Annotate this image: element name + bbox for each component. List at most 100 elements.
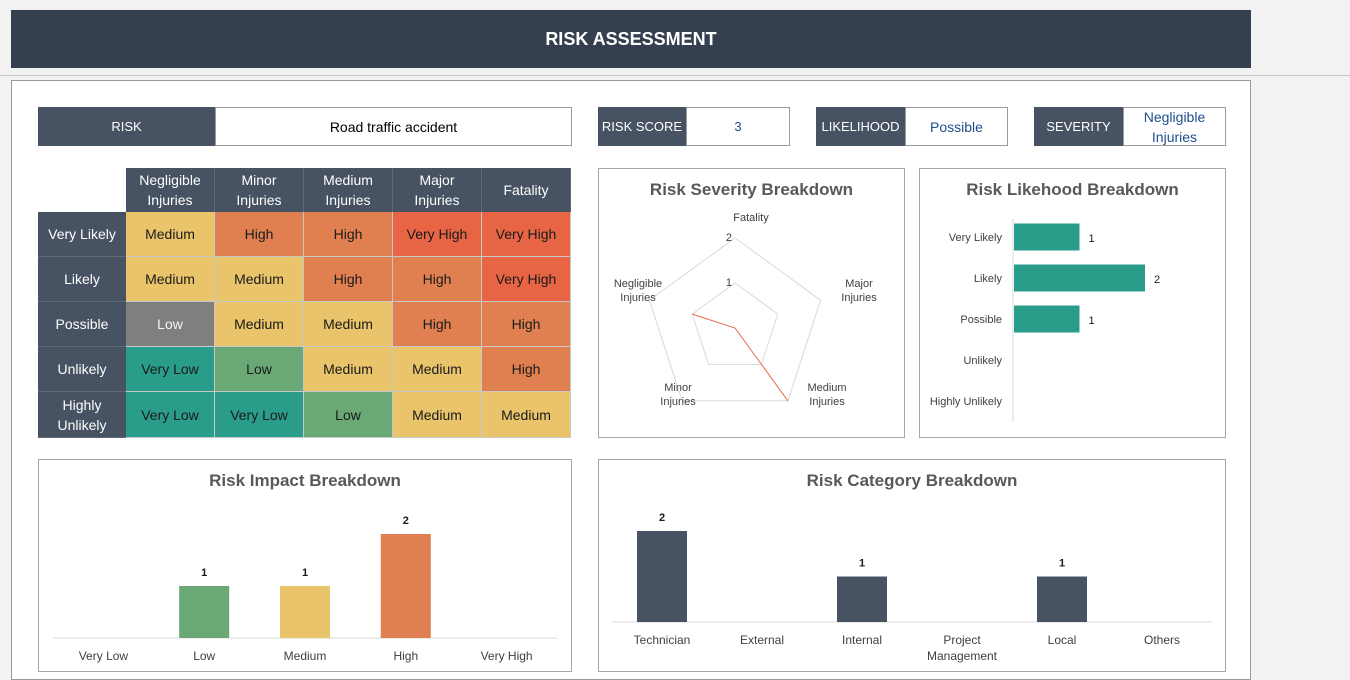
impact-bar-category-label: Very High <box>481 649 533 663</box>
risk-score-label: RISK SCORE <box>598 107 686 146</box>
matrix-cell: Medium <box>304 347 393 392</box>
category-bar-category-label: Management <box>927 649 998 663</box>
category-bar-category-label: Internal <box>842 633 882 647</box>
matrix-cell: Low <box>126 302 215 347</box>
matrix-cell: Medium <box>126 212 215 257</box>
severity-chart-title: Risk Severity Breakdown <box>649 180 854 199</box>
matrix-cell: Very Low <box>126 347 215 392</box>
matrix-row-header-highly-unlikely: Highly Unlikely <box>38 392 126 438</box>
risk-score-label-text: RISK SCORE <box>601 119 683 134</box>
category-bar-data-label: 1 <box>1059 558 1065 570</box>
matrix-cell: Low <box>304 392 393 438</box>
impact-chart-title: Risk Impact Breakdown <box>209 471 401 490</box>
matrix-cell-label: High <box>333 271 363 287</box>
radar-axis-label: Fatality <box>733 212 769 224</box>
category-bar <box>637 531 687 622</box>
matrix-cell: High <box>393 257 482 302</box>
severity-chart-panel: Risk Severity Breakdown 2 1 Fatality Major I… <box>598 168 905 438</box>
impact-bar <box>179 586 230 638</box>
likelihood-category-label: Highly Unlikely <box>930 396 1003 408</box>
matrix-cell-label: Low <box>246 361 272 377</box>
risk-matrix: Negligible Injuries Minor Injuries Medium Inj… <box>38 168 572 438</box>
matrix-col-header-label-line2: Injuries <box>414 192 460 208</box>
likelihood-category-label: Unlikely <box>963 355 1002 367</box>
risk-label: RISK <box>38 107 215 146</box>
risk-score-value-text: 3 <box>734 118 742 134</box>
category-bar <box>1037 576 1087 622</box>
matrix-cell: Very Low <box>215 392 304 438</box>
matrix-col-header-minor: Minor Injuries <box>215 168 304 212</box>
matrix-cell: Low <box>215 347 304 392</box>
likelihood-data-label: 1 <box>1089 315 1095 327</box>
matrix-row-header-very-likely: Very Likely <box>38 212 126 257</box>
likelihood-category-label: Likely <box>974 273 1003 285</box>
likelihood-label-text: LIKELIHOOD <box>821 119 900 134</box>
likelihood-chart-panel: Risk Likehood Breakdown Very Likely 1 Like… <box>919 168 1226 438</box>
severity-value-line2: Injuries <box>1151 128 1198 145</box>
matrix-cell-label: High <box>422 316 452 332</box>
matrix-cell-label: Low <box>157 316 183 332</box>
likelihood-bar <box>1014 264 1145 292</box>
likelihood-data-label: 2 <box>1154 274 1160 286</box>
matrix-col-header-label-line2: Injuries <box>147 192 193 208</box>
likelihood-chart-title: Risk Likehood Breakdown <box>966 180 1179 199</box>
matrix-cell-label: High <box>333 226 363 242</box>
impact-bar-data-label: 2 <box>403 515 409 527</box>
radar-grid-ring <box>648 237 822 402</box>
radar-axis-label: Minor <box>664 382 692 394</box>
radar-grid-ring <box>691 282 779 365</box>
matrix-cell-label: Medium <box>412 406 462 423</box>
matrix-cell-label: High <box>511 361 541 377</box>
matrix-col-header-label: Major <box>419 172 455 188</box>
risk-score-value: 3 <box>686 107 790 146</box>
matrix-row-header-label: Unlikely <box>57 361 107 377</box>
risk-value-field[interactable]: Road traffic accident <box>215 107 572 146</box>
severity-label-text: SEVERITY <box>1046 119 1111 134</box>
page-title: RISK ASSESSMENT <box>545 28 717 49</box>
likelihood-category-label: Very Likely <box>949 232 1003 244</box>
matrix-cell: Very High <box>393 212 482 257</box>
impact-bar-category-label: Medium <box>284 649 327 663</box>
matrix-cell: High <box>393 302 482 347</box>
risk-value-text: Road traffic accident <box>329 118 458 135</box>
severity-label: SEVERITY <box>1034 107 1123 146</box>
matrix-cell-label: Medium <box>323 361 373 377</box>
category-chart-title: Risk Category Breakdown <box>806 471 1018 490</box>
matrix-cell-label: High <box>511 316 541 332</box>
impact-chart-panel: Risk Impact Breakdown Very Low 1 Low 1 Mediu… <box>38 459 572 672</box>
matrix-cell-label: Medium <box>145 226 195 242</box>
matrix-row-header-label: Likely <box>64 271 100 287</box>
severity-value: Negligible Injuries <box>1123 107 1226 146</box>
matrix-cell-label: Medium <box>145 271 195 287</box>
matrix-col-header-label: Negligible <box>139 172 201 188</box>
matrix-col-header-major: Major Injuries <box>393 168 482 212</box>
category-bar-category-label: Local <box>1048 633 1077 647</box>
matrix-cell-label: Very Low <box>141 406 199 423</box>
radar-axis-label: Medium <box>807 382 846 394</box>
page-title-bar: RISK ASSESSMENT <box>11 10 1251 68</box>
matrix-col-header-label: Minor <box>241 172 277 188</box>
matrix-col-header-label-line2: Injuries <box>325 192 371 208</box>
matrix-cell: Medium <box>215 302 304 347</box>
risk-label-text: RISK <box>111 119 142 134</box>
matrix-cell: High <box>482 347 571 392</box>
impact-bar <box>280 586 330 638</box>
matrix-row-header-unlikely: Unlikely <box>38 347 126 392</box>
likelihood-bar <box>1014 223 1080 251</box>
matrix-cell-label: Medium <box>234 316 284 332</box>
matrix-cell: High <box>304 257 393 302</box>
matrix-cell: Medium <box>215 257 304 302</box>
matrix-cell-label: Low <box>335 406 361 423</box>
likelihood-value: Possible <box>905 107 1008 146</box>
category-bar-category-label: Technician <box>634 633 691 647</box>
impact-bar <box>380 534 431 638</box>
matrix-cell-label: Medium <box>501 406 551 423</box>
radar-axis-label-line2: Injuries <box>809 396 845 408</box>
matrix-col-header-negligible: Negligible Injuries <box>126 168 215 212</box>
category-bar-category-label: Project <box>943 633 981 647</box>
matrix-cell: High <box>215 212 304 257</box>
matrix-cell-label: Very Low <box>230 406 288 423</box>
likelihood-value-text: Possible <box>930 118 983 135</box>
matrix-cell: Medium <box>482 392 571 438</box>
radar-axis-label: Negligible <box>614 278 662 290</box>
